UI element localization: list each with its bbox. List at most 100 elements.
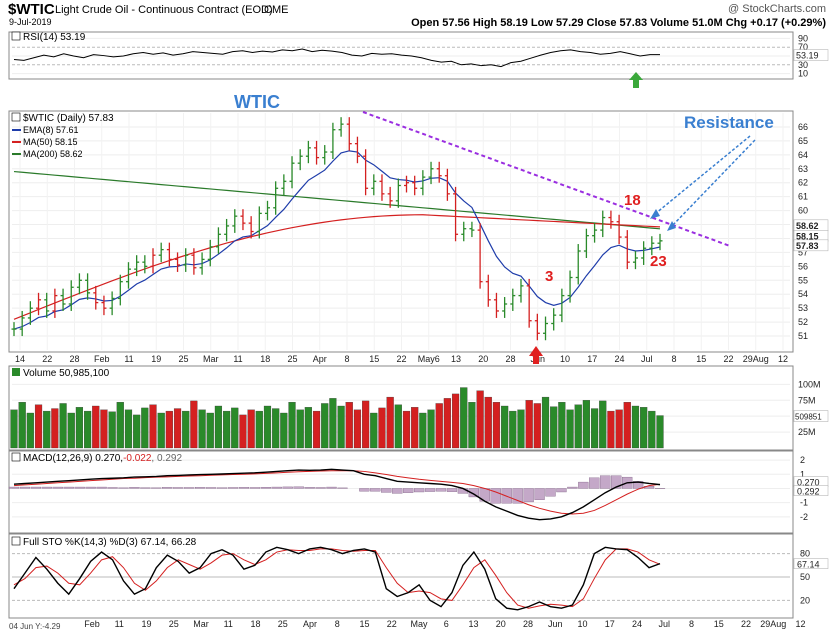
macd-histogram-bar	[205, 487, 217, 489]
date-tick-label: 11	[124, 354, 133, 364]
price-badge-label: 58.62	[796, 221, 819, 231]
macd-histogram-bar	[260, 487, 271, 489]
macd-histogram-bar	[534, 488, 545, 500]
footer-date-label: 8	[335, 619, 340, 629]
volume-bar	[280, 412, 288, 449]
volume-bar	[198, 409, 206, 449]
date-tick-label: Feb	[94, 354, 110, 364]
date-tick-label: 17	[587, 354, 597, 364]
footer-date-label: 15	[714, 619, 724, 629]
volume-bar	[370, 412, 378, 449]
macd-histogram-bar	[238, 487, 250, 489]
footer-date-label: 11	[224, 619, 233, 629]
date-tick-label: 8	[671, 354, 676, 364]
macd-signal-line	[13, 470, 661, 515]
footer-date-label: 6	[444, 619, 449, 629]
exchange-label: CME	[264, 4, 288, 16]
date-tick-label: 14	[15, 354, 25, 364]
volume-bar	[411, 407, 419, 449]
volume-bar	[460, 387, 468, 449]
macd-histogram-bar	[315, 487, 326, 489]
volume-bar	[353, 409, 362, 449]
volume-bar	[541, 396, 550, 449]
macd-histogram-bar	[293, 486, 304, 489]
volume-tick-label: 100M	[798, 379, 821, 389]
macd-histogram-bar	[435, 488, 447, 492]
footer-date-label: 28	[523, 619, 533, 629]
rsi-tick-label: 10	[798, 69, 808, 79]
volume-bar	[631, 405, 640, 449]
price-tick-label: 62	[798, 178, 808, 188]
volume-bar	[124, 409, 133, 449]
price-title: $WTIC (Daily) 57.83	[23, 113, 114, 124]
macd-histogram-bar	[468, 488, 479, 498]
rsi-badge	[793, 49, 829, 61]
footer-date-label: 25	[278, 619, 288, 629]
macd-histogram-bar	[600, 475, 611, 489]
price-tick-label: 66	[798, 122, 808, 132]
date-tick-label: 20	[478, 354, 488, 364]
date-tick-label: 11	[233, 354, 242, 364]
macd-histogram-bar	[140, 487, 151, 489]
macd-histogram-bar	[589, 477, 600, 489]
volume-bar	[435, 403, 443, 449]
sto-title-marker	[11, 536, 21, 546]
macd-title-hist: , 0.292	[151, 453, 182, 464]
volume-bar	[92, 405, 100, 449]
footer-date-label: 22	[741, 619, 751, 629]
macd-histogram-bar	[85, 486, 96, 489]
volume-bar	[84, 410, 92, 449]
macd-tick-label: -1	[800, 498, 808, 508]
sto-panel	[8, 533, 794, 619]
date-tick-label: 29Aug	[743, 354, 769, 364]
ma50-legend: MA(50) 58.15	[23, 137, 78, 147]
footer-date-label: Jun	[548, 619, 563, 629]
up-arrow-green-icon	[629, 72, 643, 88]
macd-histogram-bar	[512, 488, 523, 504]
date-tick-label: 12	[778, 354, 788, 364]
macd-title-marker	[11, 452, 21, 462]
date-tick-label: 24	[614, 354, 624, 364]
volume-bar	[18, 402, 26, 449]
macd-histogram-bar	[567, 486, 578, 489]
volume-bar	[582, 400, 590, 449]
macd-histogram-bar	[304, 487, 315, 489]
macd-histogram-bar	[282, 486, 293, 489]
instrument-name: Light Crude Oil - Continuous Contract (E…	[55, 4, 273, 16]
ma200-line	[13, 170, 661, 230]
footer-note: 04 Jun Y:-4.29	[9, 622, 61, 631]
volume-bar	[312, 410, 321, 449]
up-arrow-red-icon	[529, 346, 543, 364]
volume-badge	[793, 410, 829, 422]
volume-bar	[517, 409, 525, 449]
volume-bar	[34, 404, 43, 449]
volume-bar	[509, 410, 517, 449]
macd-histogram-bar	[195, 487, 206, 489]
macd-histogram-bar	[151, 487, 162, 489]
date-tick-label: 28	[69, 354, 79, 364]
volume-bar	[26, 412, 34, 449]
ma200-legend: MA(200) 58.62	[23, 149, 83, 159]
volume-bar	[59, 403, 67, 449]
volume-bar	[10, 409, 18, 449]
macd-histogram-bar	[370, 488, 381, 492]
macd-histogram-bar	[107, 487, 118, 489]
volume-bar	[288, 402, 296, 449]
macd-title-signal: -0.022	[123, 453, 152, 464]
macd-histogram-bar	[96, 486, 107, 489]
date-tick-label: 8	[344, 354, 349, 364]
footer-date-label: 11	[115, 619, 124, 629]
price-tick-label: 57	[798, 247, 808, 257]
macd-series	[8, 468, 666, 521]
resistance-trendline	[362, 111, 731, 247]
sto-series	[13, 546, 661, 611]
macd-histogram-bar	[578, 481, 589, 489]
footer-date-label: 20	[496, 619, 506, 629]
macd-title: MACD(12,26,9) 0.270,-0.022, 0.292	[23, 453, 182, 464]
rsi-series	[13, 48, 661, 68]
macd-histogram-bar	[63, 486, 74, 489]
price-badge	[793, 239, 829, 252]
macd-histogram-bar	[424, 488, 436, 492]
price-tick-label: 55	[798, 275, 808, 285]
